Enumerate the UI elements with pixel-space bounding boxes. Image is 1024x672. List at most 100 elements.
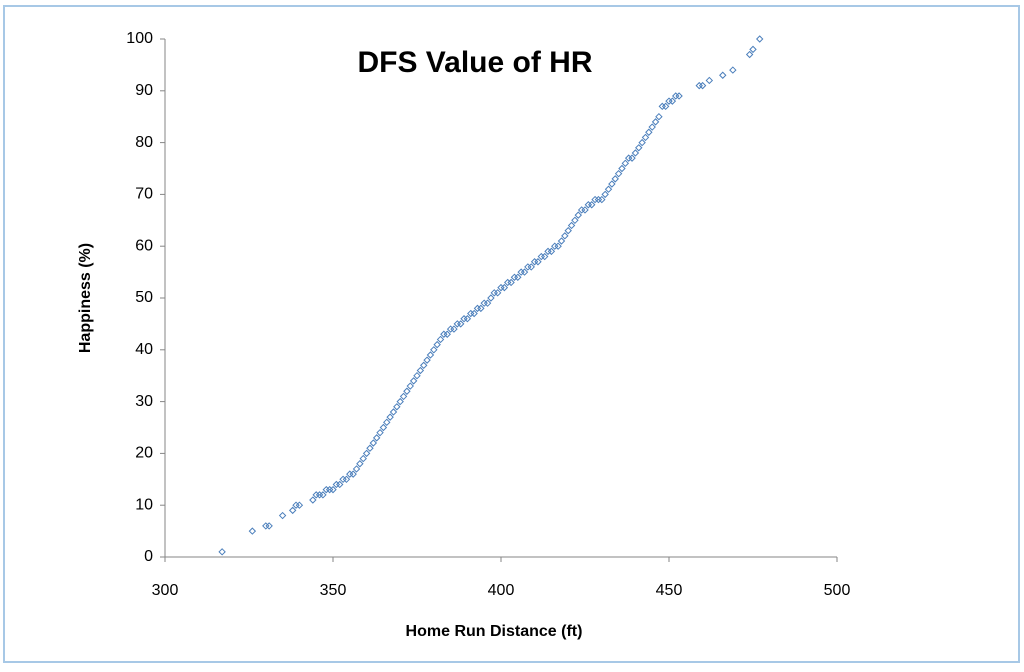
x-tick-label: 500 [824, 582, 851, 599]
y-tick-label: 60 [135, 237, 153, 254]
point [278, 511, 287, 520]
point [628, 154, 636, 162]
point [655, 112, 663, 121]
point [379, 423, 388, 432]
point [598, 195, 606, 204]
point [547, 247, 556, 256]
y-tick-label: 90 [135, 82, 153, 99]
point [614, 169, 623, 178]
point [641, 133, 650, 142]
point [571, 216, 579, 225]
point [356, 460, 364, 468]
point [443, 330, 451, 338]
point [218, 548, 226, 556]
point [336, 480, 344, 489]
point [557, 237, 566, 245]
point [403, 387, 411, 395]
point [520, 268, 529, 276]
point [487, 294, 495, 302]
point [349, 470, 357, 478]
x-axis-title: Home Run Distance (ft) [406, 623, 583, 640]
point [567, 221, 576, 230]
point [581, 206, 589, 214]
point [426, 351, 435, 359]
point [668, 97, 677, 105]
point [413, 371, 421, 380]
point [393, 403, 401, 411]
point [369, 439, 378, 447]
point [288, 506, 297, 515]
point [719, 71, 727, 79]
point [745, 50, 754, 59]
point [295, 501, 304, 509]
point [608, 180, 616, 188]
point [611, 175, 619, 183]
point [564, 226, 572, 235]
point [500, 283, 509, 292]
point [540, 252, 549, 261]
point [362, 449, 371, 458]
y-tick-label: 70 [135, 186, 153, 203]
point [588, 201, 596, 209]
point [661, 102, 670, 111]
point [463, 315, 472, 323]
point [433, 340, 441, 349]
point [554, 242, 562, 250]
point [456, 320, 465, 328]
y-tick-label: 80 [135, 134, 153, 151]
point [574, 211, 582, 219]
point [651, 118, 660, 126]
x-tick-label: 350 [320, 582, 347, 599]
point [399, 392, 408, 401]
point [383, 418, 391, 427]
point [309, 496, 317, 504]
point [698, 81, 707, 90]
x-tick-label: 300 [152, 582, 179, 599]
point [409, 377, 418, 385]
point [638, 138, 646, 147]
point [749, 45, 757, 54]
point [450, 325, 458, 333]
point [534, 258, 542, 266]
point [406, 382, 414, 390]
point [477, 304, 485, 313]
y-tick-label: 20 [135, 445, 153, 462]
x-tick-label: 400 [488, 582, 515, 599]
point [514, 273, 522, 281]
point [389, 408, 398, 416]
point [359, 454, 367, 463]
point [342, 475, 351, 484]
point [436, 335, 445, 344]
point [329, 485, 337, 494]
point [396, 397, 404, 406]
point [635, 144, 643, 152]
point [493, 289, 502, 297]
point [352, 465, 361, 473]
point [507, 278, 515, 287]
point [705, 76, 714, 85]
point [430, 346, 438, 354]
point [561, 232, 569, 240]
point [527, 263, 535, 271]
y-tick-label: 10 [135, 496, 153, 513]
y-tick-label: 30 [135, 393, 153, 410]
point [416, 366, 425, 375]
point [423, 356, 431, 364]
point [372, 434, 381, 442]
point [248, 527, 257, 535]
point [366, 444, 374, 452]
point [618, 164, 626, 173]
point [376, 428, 384, 437]
point [265, 522, 273, 530]
y-tick-label: 50 [135, 289, 153, 306]
point [386, 413, 394, 421]
chart-frame [3, 5, 1020, 663]
chart-title: DFS Value of HR [357, 46, 592, 79]
point [319, 491, 327, 499]
point [675, 92, 683, 100]
x-tick-label: 450 [656, 582, 683, 599]
point [601, 190, 609, 199]
y-tick-label: 40 [135, 341, 153, 358]
